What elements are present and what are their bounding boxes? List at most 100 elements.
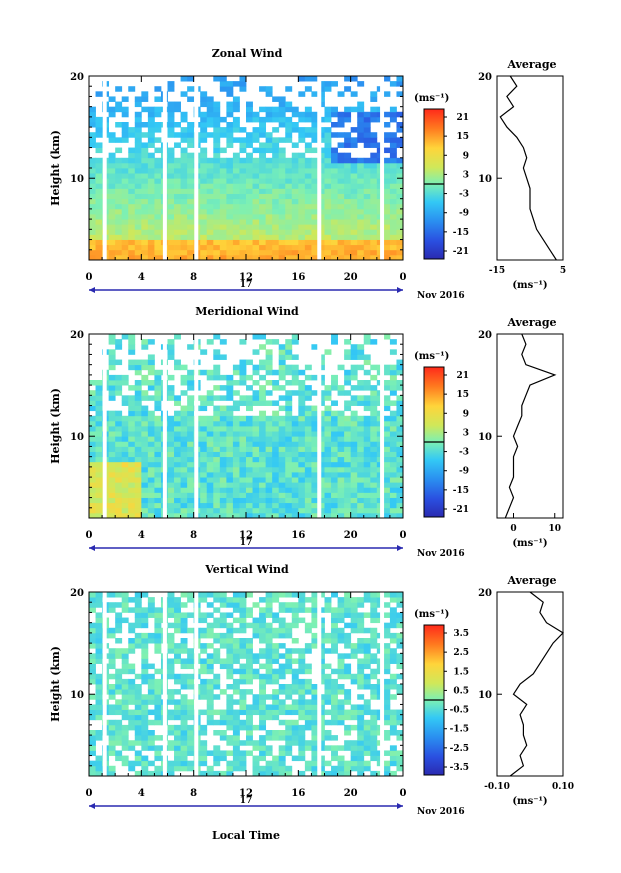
heatmap-cell: [232, 405, 240, 412]
heatmap-cell: [246, 106, 253, 113]
heatmap-cell: [200, 420, 208, 427]
heatmap-cell: [259, 597, 267, 603]
heatmap-cell: [200, 239, 208, 246]
heatmap-cell: [337, 203, 345, 210]
heatmap-cell: [95, 244, 103, 251]
heatmap-cell: [311, 173, 319, 179]
heatmap-cell: [370, 507, 378, 514]
heatmap-cell: [337, 385, 345, 391]
heatmap-cell: [311, 168, 319, 174]
heatmap-cell: [396, 385, 404, 391]
heatmap-cell: [337, 219, 345, 225]
heatmap-cell: [108, 441, 116, 447]
heatmap-cell: [311, 612, 319, 618]
heatmap-cell: [259, 673, 267, 680]
heatmap-cell: [363, 663, 371, 670]
heatmap-cell: [363, 704, 371, 710]
heatmap-cell: [108, 663, 116, 670]
heatmap-cell: [200, 168, 208, 174]
heatmap-cell: [213, 592, 221, 598]
heatmap-cell: [291, 441, 299, 447]
heatmap-cell: [304, 512, 312, 519]
heatmap-cell: [141, 142, 149, 148]
heatmap-cell: [239, 451, 247, 458]
heatmap-cell: [226, 451, 234, 458]
heatmap-cell: [147, 234, 155, 240]
heatmap-cell: [115, 684, 123, 690]
heatmap-cell: [317, 364, 325, 371]
heatmap-cell: [311, 76, 319, 82]
heatmap-cell: [154, 689, 162, 695]
heatmap-cell: [108, 106, 116, 113]
heatmap-cell: [95, 653, 103, 659]
heatmap-cell: [331, 249, 338, 256]
heatmap-cell: [298, 466, 306, 473]
heatmap-cell: [154, 502, 162, 509]
heatmap-cell: [200, 477, 208, 483]
heatmap-cell: [298, 770, 306, 777]
heatmap-cell: [383, 714, 391, 721]
heatmap-cell: [278, 405, 286, 412]
heatmap-cell: [337, 638, 345, 644]
heatmap-cell: [141, 770, 149, 777]
heatmap-cell: [324, 116, 332, 123]
heatmap-cell: [344, 507, 352, 514]
heatmap-cell: [206, 369, 214, 376]
heatmap-cell: [95, 632, 103, 639]
heatmap-cell: [331, 214, 338, 220]
heatmap-cell: [278, 420, 286, 427]
heatmap-cell: [147, 740, 155, 746]
heatmap-cell: [174, 673, 181, 680]
heatmap-cell: [128, 208, 136, 215]
heatmap-cell: [272, 451, 280, 458]
heatmap-cell: [232, 512, 240, 519]
heatmap-cell: [317, 96, 325, 102]
heatmap-cell: [213, 183, 221, 189]
heatmap-cell: [226, 760, 234, 767]
heatmap-cell: [298, 502, 306, 509]
heatmap-cell: [213, 492, 221, 498]
heatmap-cell: [285, 765, 293, 772]
heatmap-cell: [154, 745, 162, 751]
heatmap-cell: [298, 395, 306, 401]
heatmap-cell: [337, 689, 345, 695]
heatmap-cell: [206, 612, 214, 618]
heatmap-cell: [350, 420, 358, 427]
heatmap-cell: [226, 101, 234, 108]
heatmap-cell: [383, 420, 391, 427]
heatmap-cell: [337, 673, 345, 680]
heatmap-cell: [317, 229, 325, 235]
heatmap-cell: [108, 420, 116, 427]
heatmap-cell: [154, 699, 162, 705]
heatmap-cell: [357, 451, 365, 458]
heatmap-cell: [265, 602, 273, 608]
colorbar-tick-label: -9: [459, 209, 469, 219]
heatmap-cell: [344, 415, 352, 422]
heatmap-cell: [213, 193, 221, 200]
heatmap-cell: [180, 208, 188, 215]
heatmap-cell: [370, 244, 378, 251]
heatmap-cell: [95, 714, 103, 721]
heatmap-cell: [154, 431, 162, 437]
heatmap-cell: [298, 653, 306, 659]
heatmap-cell: [370, 420, 378, 427]
heatmap-cell: [134, 390, 142, 396]
heatmap-cell: [396, 111, 404, 118]
colorbar-tick-label: 3: [463, 428, 469, 438]
heatmap-cell: [350, 127, 358, 133]
heatmap-cell: [147, 497, 155, 504]
heatmap-cell: [317, 239, 325, 246]
heatmap-cell: [89, 168, 96, 174]
heatmap-cell: [108, 249, 116, 256]
heatmap-cell: [108, 446, 116, 452]
heatmap-cell: [350, 461, 358, 468]
heatmap-cell: [147, 364, 155, 371]
heatmap-cell: [95, 472, 103, 478]
heatmap-cell: [350, 254, 358, 261]
heatmap-cell: [187, 420, 195, 427]
heatmap-cell: [383, 426, 391, 432]
heatmap-cell: [389, 492, 397, 498]
heatmap-cell: [206, 183, 214, 189]
heatmap-cell: [357, 203, 365, 210]
heatmap-cell: [357, 385, 365, 391]
